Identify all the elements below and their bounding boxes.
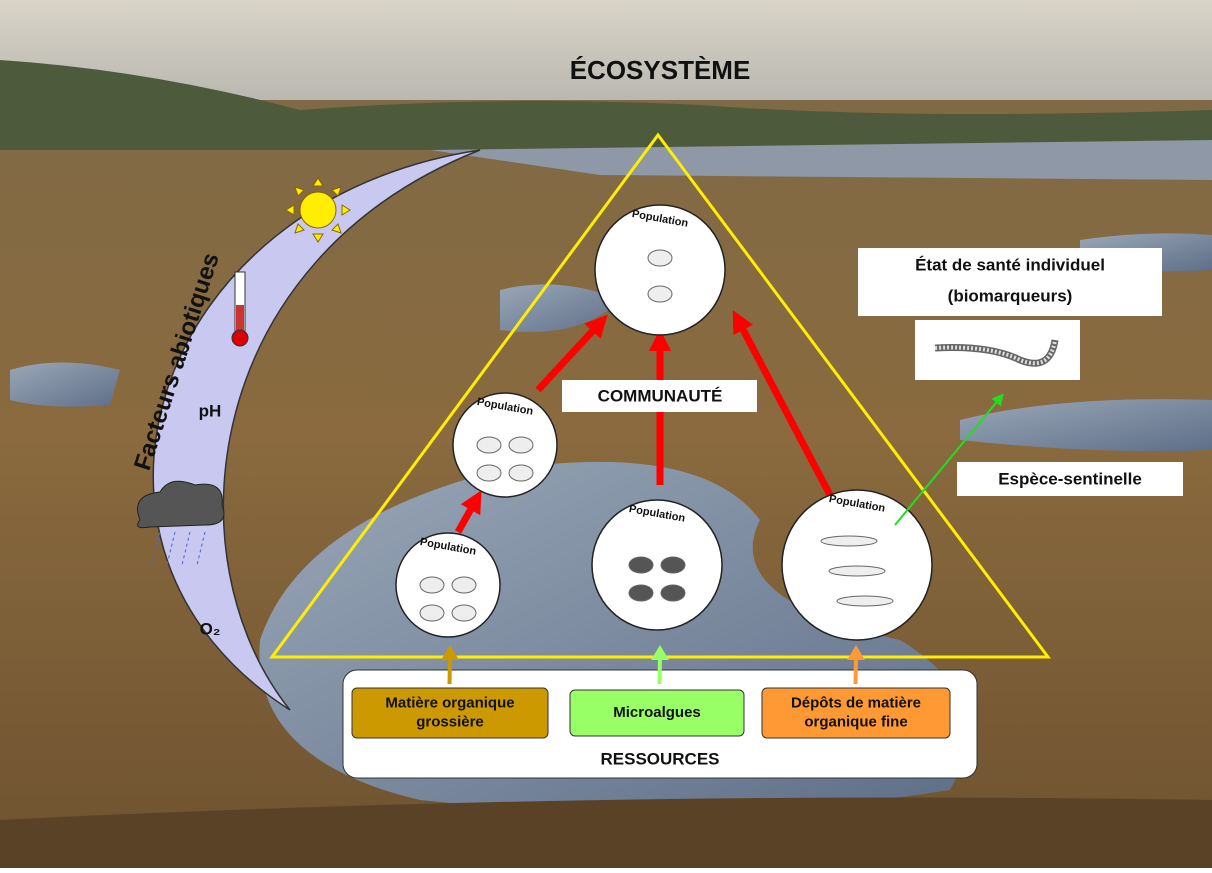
resource-item-label: organique fine [804,713,907,730]
community-label: COMMUNAUTÉ [598,386,723,405]
title: ÉCOSYSTÈME [570,55,751,85]
health-line: (biomarqueurs) [948,286,1073,305]
organism-icon [451,604,477,622]
organism-icon [660,556,686,574]
resource-arrowhead [847,645,865,660]
resource-item-label: grossière [416,713,484,730]
organism-icon [508,464,534,482]
resource-item-label: Microalgues [613,704,701,721]
sentinel-label: Espèce-sentinelle [998,469,1142,488]
abiotic-item: O₂ [200,619,221,638]
sentinel-box [957,462,1183,496]
organism-icon [476,436,502,454]
resources-title: RESSOURCES [600,749,719,768]
abiotic-item: pH [199,401,222,420]
organism-icon [820,535,878,547]
resource-item-label: Dépôts de matière [791,694,921,711]
resource-arrowhead [441,645,459,660]
organism-icon [508,436,534,454]
sentinel-arrow [894,393,1004,526]
organism-icon [647,285,673,303]
resource-arrowhead [651,645,669,660]
community-box [562,380,757,412]
organism-icon [828,565,886,577]
resource-item-label: Matière organique [385,694,514,711]
organism-icon [451,576,477,594]
resource-item-box [761,687,951,739]
cloud-icon [137,480,225,566]
health-line: État de santé individuel [915,255,1105,274]
trophic-arrows [454,310,834,534]
worm-image [915,320,1080,380]
population-circle [594,204,726,336]
organism-icon [647,249,673,267]
organism-icon [476,464,502,482]
organism-icon [836,595,894,607]
organism-icon [660,584,686,602]
organism-icon [628,584,654,602]
organism-icon [419,604,445,622]
health-box [858,248,1162,316]
resource-item-box [569,689,745,737]
sun-icon [285,177,351,243]
thermometer-icon [231,271,249,347]
population-circle [781,489,933,641]
organism-icon [628,556,654,574]
resource-item-box [351,687,549,739]
population-circle [591,499,723,631]
organism-icon [419,576,445,594]
